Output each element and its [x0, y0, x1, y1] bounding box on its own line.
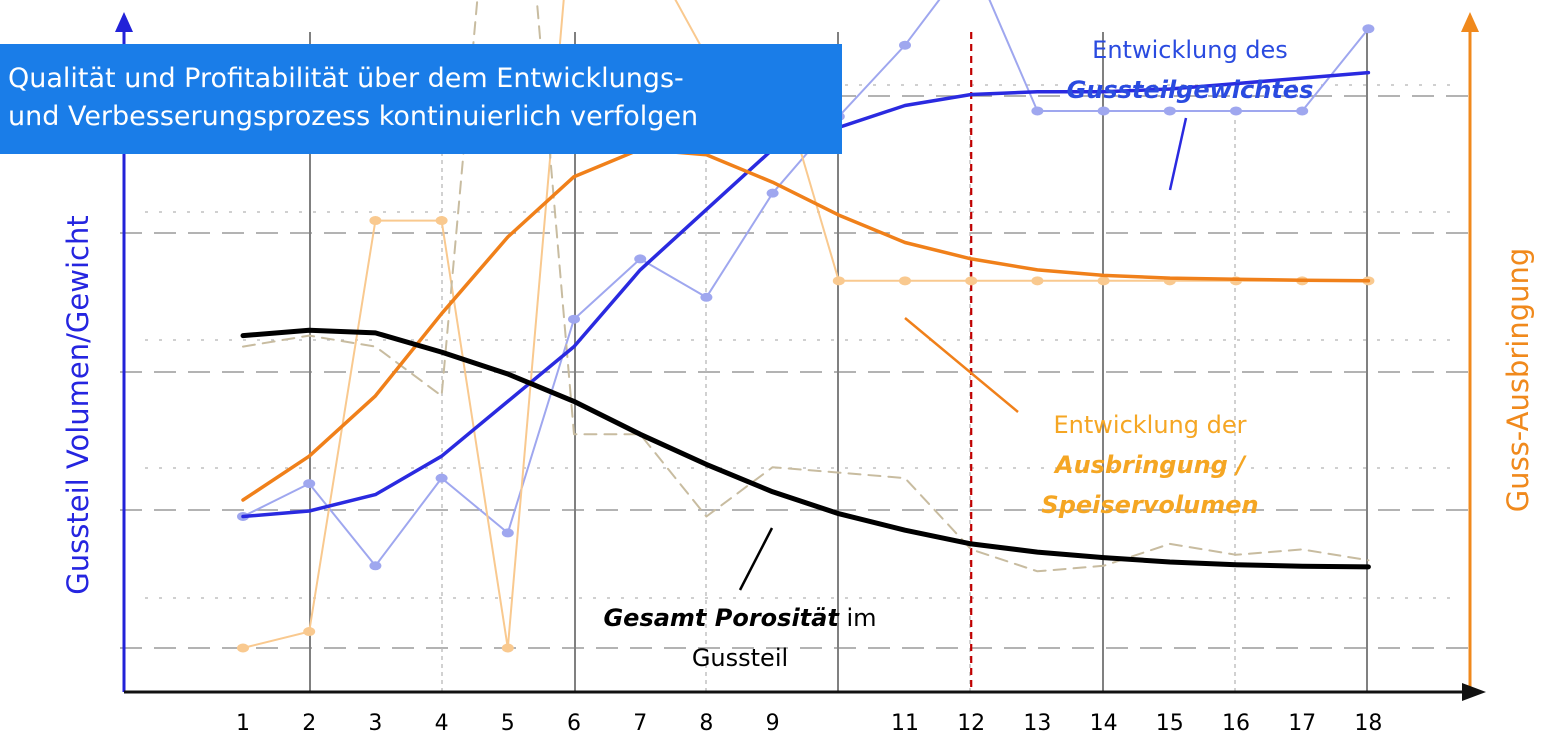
porosity-annotation-bold: Gesamt Porosität	[603, 604, 839, 632]
left-axis-label: Gussteil Volumen/Gewicht	[61, 215, 95, 595]
weight-annotation: Entwicklung des Gussteilgewichtes	[1060, 30, 1320, 110]
series-line	[241, 147, 1371, 502]
data-point	[634, 254, 647, 264]
x-tick-label: 4	[435, 711, 449, 736]
x-tick-label: 11	[891, 711, 919, 736]
trend-yield-series	[241, 147, 1371, 502]
porosity-annotation-rest: im	[838, 604, 877, 632]
x-tick-label: 9	[766, 711, 780, 736]
porosity-pointer	[738, 527, 774, 591]
data-point	[369, 216, 382, 226]
x-axis-arrow	[1462, 683, 1486, 701]
data-point	[568, 314, 580, 324]
data-point	[1362, 24, 1375, 34]
data-point	[435, 473, 448, 483]
x-tick-label: 15	[1156, 711, 1184, 736]
data-point	[1296, 106, 1309, 116]
measured-weight-series	[237, 0, 1375, 571]
x-tick-label: 16	[1222, 711, 1250, 736]
x-tick-label: 8	[699, 711, 713, 736]
x-tick-label: 6	[567, 711, 581, 736]
yield-annotation-line-2: Ausbringung /	[1055, 451, 1245, 479]
data-point	[303, 627, 316, 637]
x-tick-label: 2	[302, 711, 316, 736]
data-point	[1097, 276, 1110, 286]
x-tick-label: 12	[957, 711, 985, 736]
data-point	[832, 276, 845, 286]
measured-porosity-series	[242, 0, 1370, 573]
data-point	[1163, 106, 1176, 116]
weight-pointer	[1168, 117, 1188, 191]
x-tick-label: 1	[236, 711, 250, 736]
right-axis-label: Guss-Ausbringung	[1501, 247, 1535, 513]
data-point	[1230, 106, 1242, 116]
data-point	[237, 643, 249, 653]
data-point	[501, 643, 514, 653]
data-point	[1097, 106, 1110, 116]
x-tick-label: 7	[633, 711, 647, 736]
weight-annotation-line-2: Gussteilgewichtes	[1066, 76, 1314, 104]
title-banner: Qualität und Profitabilität über dem Ent…	[0, 44, 842, 154]
x-tick-label: 18	[1354, 711, 1382, 736]
yield-pointer	[904, 317, 1019, 413]
data-point	[1031, 106, 1044, 116]
x-tick-label: 17	[1288, 711, 1316, 736]
x-tick-label: 13	[1023, 711, 1051, 736]
left-axis-arrow	[115, 12, 133, 32]
series-line	[242, 0, 1370, 573]
data-point	[700, 292, 713, 302]
series-line	[240, 327, 1371, 570]
porosity-annotation: Gesamt Porosität im Gussteil	[560, 598, 920, 678]
data-point	[435, 216, 448, 226]
x-tick-label: 3	[368, 711, 382, 736]
data-point	[766, 188, 779, 198]
data-point	[1031, 276, 1044, 286]
data-point	[303, 479, 316, 489]
x-tick-label: 5	[501, 711, 515, 736]
yield-annotation: Entwicklung der Ausbringung / Speiservol…	[1020, 405, 1280, 525]
yield-annotation-line-1: Entwicklung der	[1053, 411, 1247, 439]
data-point	[369, 561, 382, 571]
data-point	[965, 276, 978, 286]
series-line	[242, 0, 1370, 567]
banner-line-2: und Verbesserungsprozess kontinuierlich …	[8, 101, 699, 132]
banner-line-1: Qualität und Profitabilität über dem Ent…	[8, 63, 684, 94]
yield-annotation-line-3: Speiservolumen	[1041, 491, 1259, 519]
right-axis-arrow	[1461, 12, 1479, 32]
data-point	[501, 528, 514, 538]
axes	[115, 12, 1486, 701]
series-line	[242, 0, 1370, 649]
x-tick-labels: 1 2 3 4 5 6 7 8 9 11 12 13 14 15 16 17 18	[236, 711, 1382, 736]
porosity-annotation-line-2: Gussteil	[691, 644, 789, 672]
data-point	[899, 40, 911, 50]
weight-annotation-line-1: Entwicklung des	[1092, 36, 1288, 64]
x-tick-label: 14	[1090, 711, 1118, 736]
trend-porosity-series	[240, 327, 1371, 570]
data-point	[899, 276, 911, 286]
